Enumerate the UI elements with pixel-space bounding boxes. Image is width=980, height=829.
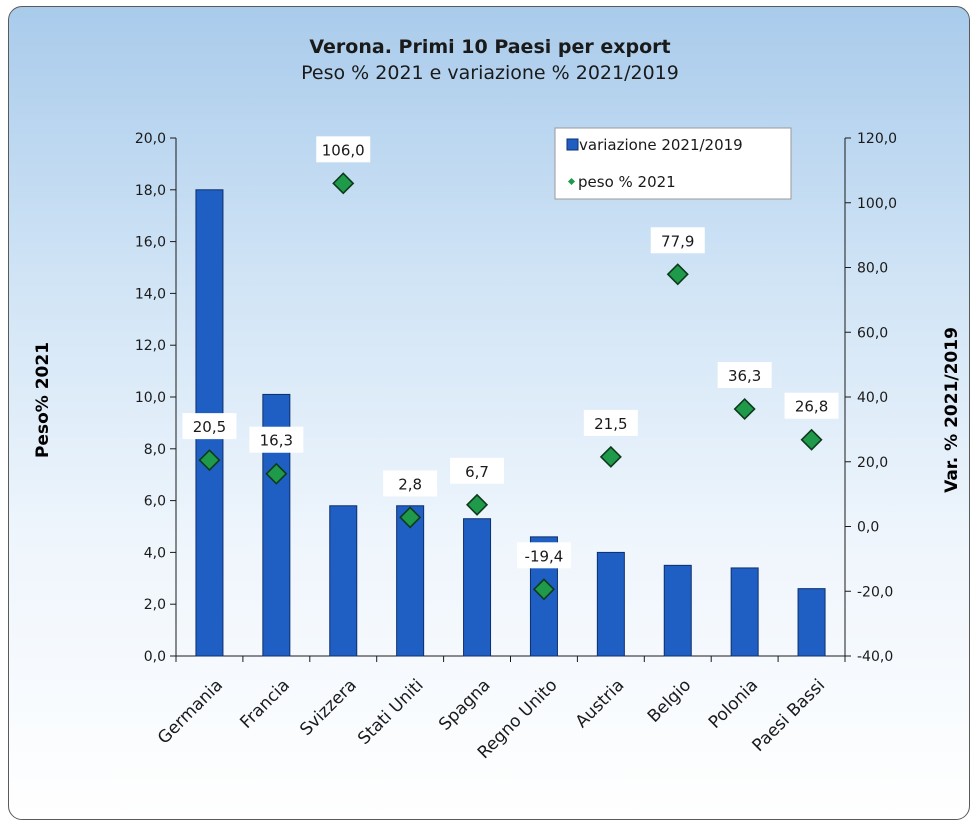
- bar: [329, 505, 358, 657]
- data-point: [265, 462, 288, 485]
- data-label: 36,3: [728, 367, 761, 385]
- y-left-tick-label: 0,0: [144, 649, 166, 665]
- legend-box: [554, 127, 792, 200]
- data-label-box: [650, 227, 705, 254]
- data-point-group: 6,7: [450, 457, 505, 516]
- y-right-tick-label: 100,0: [857, 196, 897, 212]
- y-right-tick-label: 60,0: [857, 325, 888, 341]
- data-label: 2,8: [398, 475, 422, 493]
- data-label: 26,8: [795, 398, 828, 416]
- data-point: [198, 449, 221, 472]
- data-point: [599, 445, 622, 468]
- data-point-group: 36,3: [717, 361, 772, 421]
- chart-title: Verona. Primi 10 Paesi per export: [309, 36, 671, 58]
- y-right-tick-label: 20,0: [857, 455, 888, 471]
- category-label: Austria: [572, 675, 629, 732]
- data-label: 16,3: [260, 432, 293, 450]
- y-left-tick-label: 14,0: [135, 286, 166, 302]
- data-label-box: [249, 426, 304, 453]
- data-label-box: [717, 361, 772, 388]
- data-point: [332, 172, 355, 195]
- category-label: Germania: [154, 675, 227, 748]
- axes-group: 0,0 2,0 4,0 6,0 8,0 10,0 12,0 14,0 16,0 18,0 20,0 -…: [135, 131, 897, 665]
- chart-subtitle: Peso % 2021 e variazione % 2021/2019: [301, 62, 679, 84]
- data-label: 21,5: [594, 415, 627, 433]
- data-label-box: [383, 470, 438, 497]
- y-left-tick-label: 4,0: [144, 545, 166, 561]
- y-left-tick-label: 20,0: [135, 131, 166, 147]
- data-point: [666, 263, 689, 286]
- y-right-tick-label: 0,0: [857, 520, 879, 536]
- category-label: Stati Uniti: [354, 675, 428, 749]
- data-point-group: 16,3: [249, 426, 304, 485]
- y-left-tick-label: 16,0: [135, 235, 166, 251]
- bar: [396, 505, 425, 657]
- y-right-tick-label: -20,0: [857, 584, 893, 600]
- y-left-tick-label: 10,0: [135, 390, 166, 406]
- data-point: [399, 506, 422, 529]
- points-group: 20,5 16,3 106,0 2,8 6,7 -19,4 21,5 77,9 36,3 26,8: [182, 136, 839, 601]
- data-label: 6,7: [465, 463, 489, 481]
- bar: [797, 588, 826, 657]
- data-label: 77,9: [661, 232, 694, 250]
- legend-point-label: peso % 2021: [578, 173, 676, 191]
- data-point-group: 77,9: [650, 227, 705, 286]
- category-label: Spagna: [435, 675, 494, 734]
- data-label-box: [316, 136, 371, 163]
- y-right-tick-label: 40,0: [857, 390, 888, 406]
- data-label: 106,0: [322, 141, 365, 159]
- data-point-group: 26,8: [784, 392, 839, 451]
- bar: [663, 564, 692, 657]
- data-label-box: [516, 542, 571, 569]
- data-label-box: [784, 392, 839, 419]
- y-left-tick-label: 12,0: [135, 338, 166, 354]
- category-label: Svizzera: [296, 675, 361, 740]
- y-left-tick-label: 8,0: [144, 442, 166, 458]
- legend: variazione 2021/2019 peso % 2021: [554, 127, 792, 200]
- legend-bar-swatch: [566, 138, 579, 151]
- data-label: 20,5: [193, 418, 226, 436]
- category-label: Francia: [236, 675, 293, 732]
- data-point-group: 20,5: [182, 413, 237, 472]
- data-point-group: 106,0: [316, 136, 371, 195]
- y-left-tick-label: 18,0: [135, 183, 166, 199]
- data-point-group: 21,5: [583, 409, 638, 468]
- legend-bar-label: variazione 2021/2019: [579, 136, 743, 154]
- data-label-box: [583, 409, 638, 436]
- y-right-tick-label: 80,0: [857, 261, 888, 277]
- data-point: [532, 578, 555, 601]
- bars-group: [195, 189, 826, 657]
- data-point: [733, 397, 756, 421]
- data-label-box: [182, 413, 237, 440]
- data-point-group: -19,4: [516, 542, 571, 601]
- category-label: Polonia: [705, 675, 762, 732]
- data-point: [800, 428, 823, 451]
- data-label: -19,4: [525, 547, 564, 565]
- bar: [730, 567, 759, 657]
- category-label: Paesi Bassi: [749, 675, 830, 756]
- bar: [463, 518, 492, 657]
- y-right-tick-label: -40,0: [857, 649, 893, 665]
- y-right-tick-label: 120,0: [857, 131, 897, 147]
- y-left-tick-label: 6,0: [144, 494, 166, 510]
- legend-point-swatch: [567, 177, 576, 186]
- data-point-group: 2,8: [383, 470, 438, 529]
- category-label: Belgio: [644, 675, 695, 726]
- data-label-box: [450, 457, 505, 484]
- bar: [596, 551, 625, 657]
- y-left-tick-label: 2,0: [144, 597, 166, 613]
- data-point: [466, 493, 489, 516]
